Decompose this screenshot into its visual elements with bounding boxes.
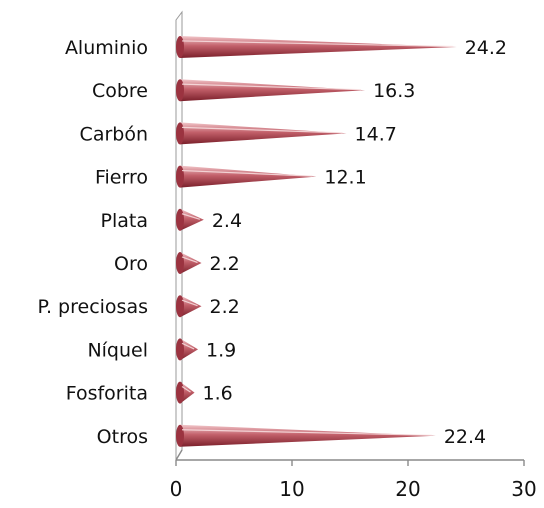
cone-highlight bbox=[181, 213, 201, 220]
value-label: 24.2 bbox=[465, 37, 507, 59]
value-label: 1.9 bbox=[206, 339, 236, 361]
x-tick-label: 10 bbox=[279, 477, 304, 501]
category-label: Otros bbox=[97, 426, 148, 448]
category-label: Oro bbox=[114, 253, 148, 275]
x-tick-label: 20 bbox=[395, 477, 420, 501]
value-label: 12.1 bbox=[324, 167, 366, 189]
category-label: Níquel bbox=[87, 339, 148, 361]
floor-depth-line bbox=[175, 449, 183, 461]
cone-base bbox=[176, 381, 184, 404]
value-label: 22.4 bbox=[444, 426, 486, 448]
category-label: Cobre bbox=[92, 80, 148, 102]
value-label: 1.6 bbox=[203, 383, 233, 405]
x-tick-label: 30 bbox=[511, 477, 536, 501]
cone-highlight bbox=[181, 83, 362, 91]
category-label: Fosforita bbox=[66, 383, 148, 405]
cone-highlight bbox=[181, 342, 195, 350]
cone-base bbox=[176, 424, 184, 447]
cone-bar bbox=[180, 79, 366, 102]
cone-base bbox=[176, 122, 184, 145]
cone-highlight bbox=[181, 40, 453, 48]
cone-highlight bbox=[181, 429, 432, 436]
value-label: 16.3 bbox=[373, 80, 415, 102]
cone-highlight bbox=[181, 126, 343, 134]
category-label: Carbón bbox=[80, 123, 148, 145]
category-label: Plata bbox=[101, 210, 148, 232]
value-label: 14.7 bbox=[355, 123, 397, 145]
cone-base bbox=[176, 165, 184, 188]
cone-base bbox=[176, 208, 184, 231]
value-label: 2.2 bbox=[210, 296, 240, 318]
cone-base bbox=[176, 295, 184, 318]
cone-base bbox=[176, 252, 184, 274]
cone-highlight bbox=[181, 386, 191, 393]
cone-bar bbox=[180, 252, 202, 274]
cone-bar bbox=[180, 208, 204, 231]
category-label: Fierro bbox=[95, 167, 148, 189]
category-label: Aluminio bbox=[65, 37, 148, 59]
value-label: 2.2 bbox=[210, 253, 240, 275]
cone-highlight bbox=[181, 256, 198, 264]
category-label: P. preciosas bbox=[37, 296, 148, 318]
cone-bar bbox=[180, 122, 347, 145]
cone-bar bbox=[180, 36, 457, 58]
cone-base bbox=[176, 338, 184, 361]
cone-base bbox=[176, 79, 184, 102]
cone-base bbox=[176, 36, 184, 58]
x-tick-label: 0 bbox=[170, 477, 183, 501]
cone-bar bbox=[180, 165, 317, 188]
cone-bar bbox=[180, 424, 436, 447]
cone-highlight bbox=[181, 299, 198, 307]
value-label: 2.4 bbox=[212, 210, 242, 232]
cone-highlight bbox=[181, 169, 313, 177]
cone-bar bbox=[180, 295, 202, 318]
